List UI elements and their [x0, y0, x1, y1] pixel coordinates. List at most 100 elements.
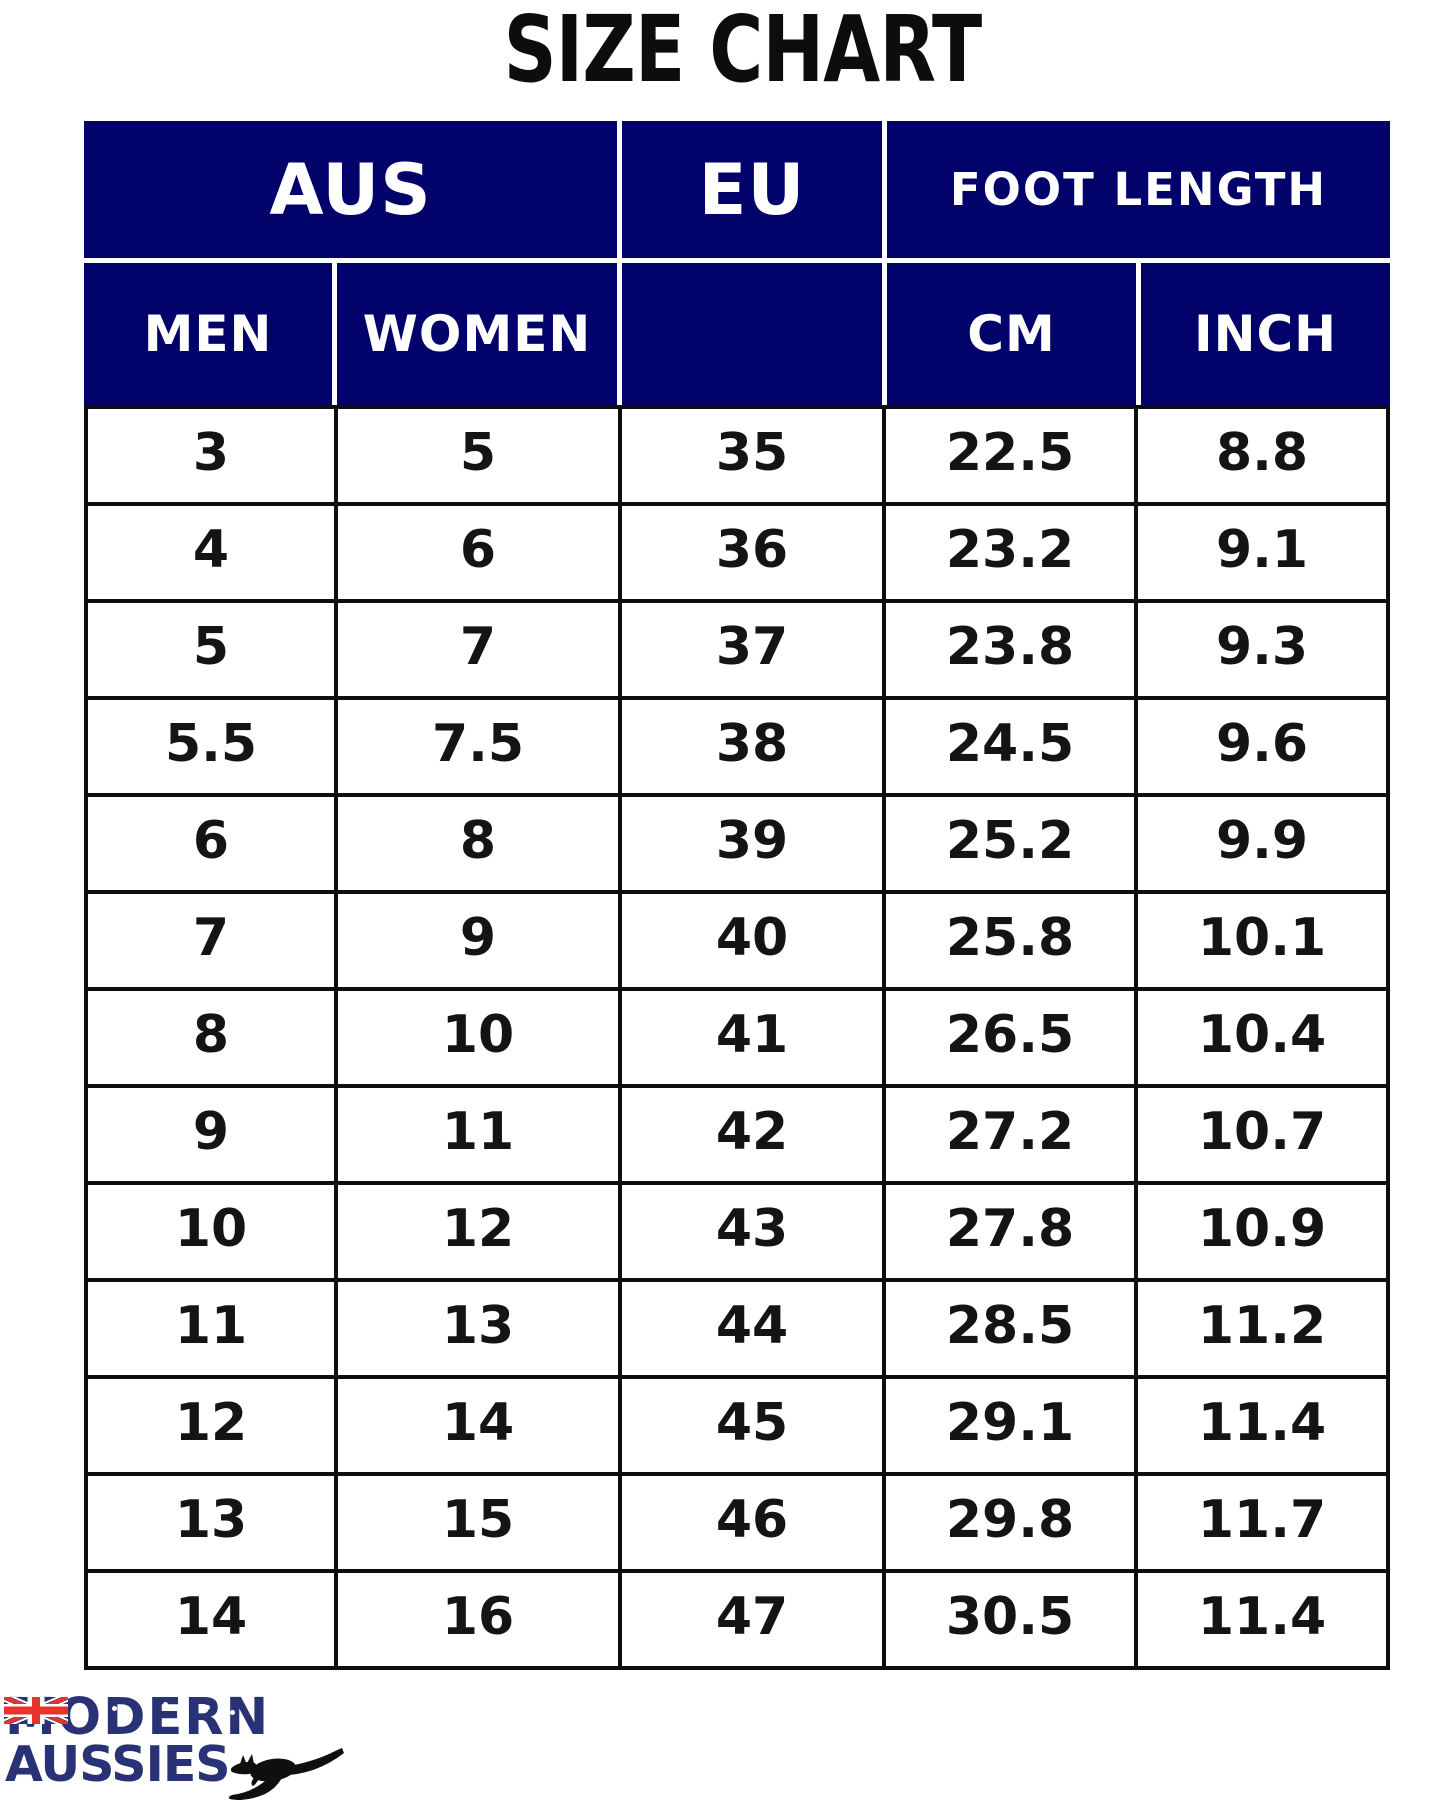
table-body: 3 5 35 22.5 8.8 4 6 36 23.2 9.1 5 7 37 23.8 9.3 5.5 7.5 3… [84, 405, 1390, 1670]
size-cell: 24.5 [886, 700, 1134, 793]
size-cell: 7 [338, 603, 618, 696]
size-cell: 11 [88, 1282, 334, 1375]
size-cell: 22.5 [886, 409, 1134, 502]
star-dot-icon [163, 1702, 168, 1707]
star-dot-icon [125, 1718, 130, 1723]
header-row-regions: AUS EU FOOT LENGTH [84, 121, 1390, 258]
size-cell: 25.8 [886, 894, 1134, 987]
size-cell: 11 [338, 1088, 618, 1181]
size-cell: 3 [88, 409, 334, 502]
size-cell: 9.9 [1138, 797, 1386, 890]
size-cell: 10.9 [1138, 1185, 1386, 1278]
size-cell: 29.8 [886, 1476, 1134, 1569]
size-cell: 9.3 [1138, 603, 1386, 696]
size-cell: 12 [338, 1185, 618, 1278]
table-row: 14 16 47 30.5 11.4 [88, 1573, 1386, 1666]
header-eu-blank [622, 263, 882, 405]
size-cell: 35 [622, 409, 882, 502]
size-cell: 12 [88, 1379, 334, 1472]
size-cell: 10.4 [1138, 991, 1386, 1084]
page-title: SIZE CHART [503, 0, 983, 103]
size-cell: 4 [88, 506, 334, 599]
header-aus: AUS [84, 121, 617, 258]
size-cell: 7.5 [338, 700, 618, 793]
kangaroo-icon [228, 1748, 344, 1800]
star-dot-icon [205, 1705, 210, 1710]
size-cell: 38 [622, 700, 882, 793]
size-cell: 10.1 [1138, 894, 1386, 987]
size-cell: 47 [622, 1573, 882, 1666]
star-dot-icon [143, 1711, 148, 1716]
size-cell: 10 [338, 991, 618, 1084]
header-men: MEN [84, 263, 332, 405]
size-cell: 41 [622, 991, 882, 1084]
commonwealth-star-icon [22, 1727, 33, 1738]
table-row: 10 12 43 27.8 10.9 [88, 1185, 1386, 1278]
header-inch: INCH [1141, 263, 1390, 405]
header-cm: CM [887, 263, 1136, 405]
size-cell: 9 [338, 894, 618, 987]
size-cell: 14 [88, 1573, 334, 1666]
table-row: 13 15 46 29.8 11.7 [88, 1476, 1386, 1569]
table-row: 12 14 45 29.1 11.4 [88, 1379, 1386, 1472]
header-foot-length: FOOT LENGTH [887, 121, 1390, 258]
star-dot-icon [184, 1714, 189, 1719]
header-women: WOMEN [337, 263, 617, 405]
size-cell: 30.5 [886, 1573, 1134, 1666]
size-cell: 9 [88, 1088, 334, 1181]
size-cell: 11.4 [1138, 1573, 1386, 1666]
modern-aussies-logo: MODERN AUSSIES [4, 1692, 375, 1804]
size-cell: 13 [338, 1282, 618, 1375]
size-cell: 5 [88, 603, 334, 696]
size-cell: 5.5 [88, 700, 334, 793]
size-cell: 45 [622, 1379, 882, 1472]
size-cell: 9.6 [1138, 700, 1386, 793]
size-cell: 44 [622, 1282, 882, 1375]
size-cell: 43 [622, 1185, 882, 1278]
size-cell: 26.5 [886, 991, 1134, 1084]
size-cell: 25.2 [886, 797, 1134, 890]
size-cell: 15 [338, 1476, 618, 1569]
table-row: 3 5 35 22.5 8.8 [88, 409, 1386, 502]
size-cell: 11.4 [1138, 1379, 1386, 1472]
star-dot-icon [230, 1710, 235, 1715]
size-cell: 27.8 [886, 1185, 1134, 1278]
table-row: 6 8 39 25.2 9.9 [88, 797, 1386, 890]
size-cell: 46 [622, 1476, 882, 1569]
table-row: 11 13 44 28.5 11.2 [88, 1282, 1386, 1375]
table-row: 7 9 40 25.8 10.1 [88, 894, 1386, 987]
size-cell: 10 [88, 1185, 334, 1278]
size-cell: 11.2 [1138, 1282, 1386, 1375]
table-row: 5 7 37 23.8 9.3 [88, 603, 1386, 696]
table-row: 9 11 42 27.2 10.7 [88, 1088, 1386, 1181]
table-row: 8 10 41 26.5 10.4 [88, 991, 1386, 1084]
size-cell: 6 [88, 797, 334, 890]
size-cell: 7 [88, 894, 334, 987]
star-dot-icon [112, 1706, 117, 1711]
size-cell: 27.2 [886, 1088, 1134, 1181]
table-row: 4 6 36 23.2 9.1 [88, 506, 1386, 599]
header-row-units: MEN WOMEN CM INCH [84, 263, 1390, 405]
size-cell: 23.8 [886, 603, 1134, 696]
size-cell: 14 [338, 1379, 618, 1472]
size-cell: 37 [622, 603, 882, 696]
size-cell: 5 [338, 409, 618, 502]
size-cell: 13 [88, 1476, 334, 1569]
size-cell: 36 [622, 506, 882, 599]
australian-flag-icon [4, 1697, 68, 1724]
size-cell: 11.7 [1138, 1476, 1386, 1569]
size-cell: 42 [622, 1088, 882, 1181]
size-cell: 9.1 [1138, 506, 1386, 599]
size-cell: 8.8 [1138, 409, 1386, 502]
size-cell: 40 [622, 894, 882, 987]
header-eu: EU [622, 121, 882, 258]
table-row: 5.5 7.5 38 24.5 9.6 [88, 700, 1386, 793]
size-cell: 8 [338, 797, 618, 890]
size-cell: 16 [338, 1573, 618, 1666]
size-cell: 39 [622, 797, 882, 890]
size-cell: 28.5 [886, 1282, 1134, 1375]
size-cell: 10.7 [1138, 1088, 1386, 1181]
logo-text-aussies: AUSSIES [5, 1736, 231, 1793]
size-cell: 23.2 [886, 506, 1134, 599]
size-cell: 29.1 [886, 1379, 1134, 1472]
